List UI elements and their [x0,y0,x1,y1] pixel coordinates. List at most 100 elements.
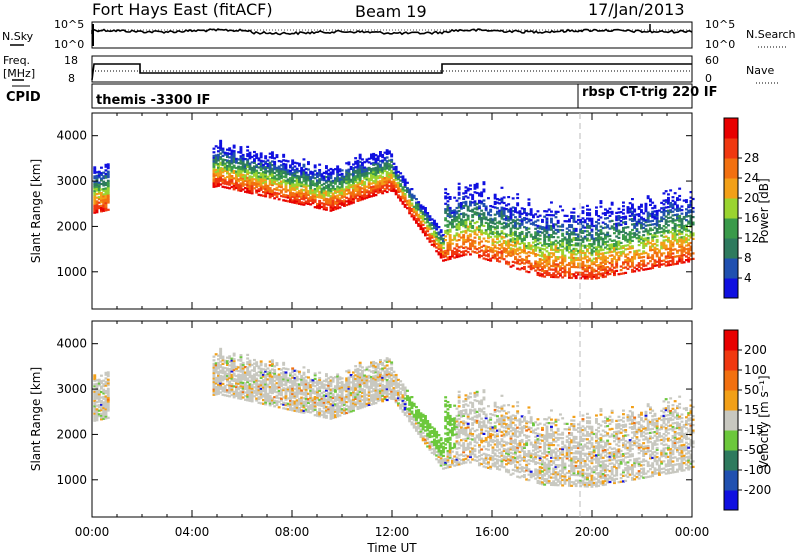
velocity-echo-pixel [271,362,274,366]
power-echo-pixel [478,241,481,244]
velocity-echo-pixel [93,417,97,420]
power-echo-pixel [478,214,481,217]
power-echo-pixel [302,165,306,168]
power-echo-pixel [493,200,497,204]
power-echo-pixel [329,177,333,180]
power-echo-pixel [604,271,607,275]
power-echo-pixel [340,178,344,181]
velocity-echo-pixel [248,387,252,390]
velocity-echo-pixel [275,387,279,390]
power-echo-pixel [388,181,391,184]
power-echo-pixel [93,193,97,196]
velocity-echo-pixel [217,383,220,386]
power-echo-pixel [464,218,468,222]
power-echo-pixel [217,168,220,171]
power-echo-pixel [367,166,371,169]
power-echo-pixel [406,199,409,202]
power-echo-pixel [237,180,241,183]
power-echo-pixel [430,240,434,243]
power-echo-pixel [392,168,396,171]
power-echo-pixel [302,196,306,199]
power-echo-pixel [302,180,306,183]
power-echo-pixel [374,154,378,157]
velocity-echo-pixel [93,410,97,413]
velocity-echo-pixel [304,408,308,411]
power-echo-pixel [536,226,540,229]
power-echo-pixel [221,158,225,161]
power-echo-pixel [586,259,589,262]
power-echo-pixel [561,270,565,274]
power-echo-pixel [284,181,288,184]
power-echo-pixel [381,181,385,184]
power-echo-pixel [608,207,612,210]
power-echo-pixel [655,255,659,258]
power-echo-pixel [406,203,409,206]
power-echo-pixel [592,224,596,228]
power-echo-pixel [550,219,553,222]
power-echo-pixel [95,200,99,203]
power-echo-pixel [219,156,223,159]
power-echo-pixel [356,165,360,168]
power-echo-pixel [556,250,560,253]
velocity-echo-pixel [104,413,108,416]
power-echo-pixel [511,220,515,224]
power-echo-pixel [514,221,517,224]
power-echo-pixel [577,266,580,269]
power-echo-pixel [93,175,97,178]
power-echo-pixel [406,188,409,192]
power-echo-pixel [538,259,542,263]
power-echo-pixel [579,262,583,265]
power-echo-pixel [559,272,562,275]
power-echo-pixel [502,250,506,254]
power-echo-pixel [554,239,558,242]
velocity-echo-pixel [298,403,301,406]
velocity-echo-pixel [291,392,295,395]
power-echo-pixel [536,273,540,276]
power-echo-pixel [491,218,495,221]
power-echo-pixel [604,212,607,215]
power-echo-pixel [230,171,234,174]
velocity-echo-pixel [241,361,245,365]
velocity-echo-pixel [102,406,106,409]
power-echo-pixel [655,244,659,247]
power-echo-pixel [394,193,398,196]
power-echo-pixel [291,188,295,191]
power-echo-pixel [444,191,448,194]
power-echo-pixel [655,217,659,220]
power-echo-pixel [352,188,355,191]
power-echo-pixel [235,183,238,186]
velocity-echo-pixel [264,401,268,404]
velocity-echo-pixel [268,398,272,401]
power-echo-pixel [511,264,515,267]
power-echo-pixel [653,210,657,213]
power-echo-pixel [232,188,236,191]
power-echo-pixel [478,230,481,233]
power-echo-pixel [637,269,641,272]
power-echo-pixel [514,208,517,212]
power-echo-pixel [649,245,652,248]
power-echo-pixel [428,215,432,218]
power-echo-pixel [597,273,601,276]
velocity-echo-pixel [255,388,259,391]
velocity-echo-pixel [235,365,238,368]
power-echo-pixel [502,247,506,250]
power-echo-pixel [613,239,616,242]
power-echo-pixel [365,191,369,194]
power-echo-pixel [228,163,232,166]
velocity-echo-pixel [273,368,277,372]
power-echo-pixel [376,184,380,187]
power-echo-pixel [466,240,470,243]
power-echo-pixel [293,174,297,177]
velocity-echo-pixel [300,374,304,378]
power-echo-pixel [689,232,693,235]
power-echo-pixel [527,271,531,274]
power-echo-pixel [534,264,538,267]
power-echo-pixel [559,249,562,252]
power-echo-pixel [239,146,243,149]
velocity-echo-pixel [298,372,301,375]
velocity-echo-pixel [237,370,241,373]
power-echo-pixel [302,183,306,186]
power-echo-pixel [599,245,603,248]
power-echo-pixel [579,244,583,247]
power-echo-pixel [273,160,277,164]
